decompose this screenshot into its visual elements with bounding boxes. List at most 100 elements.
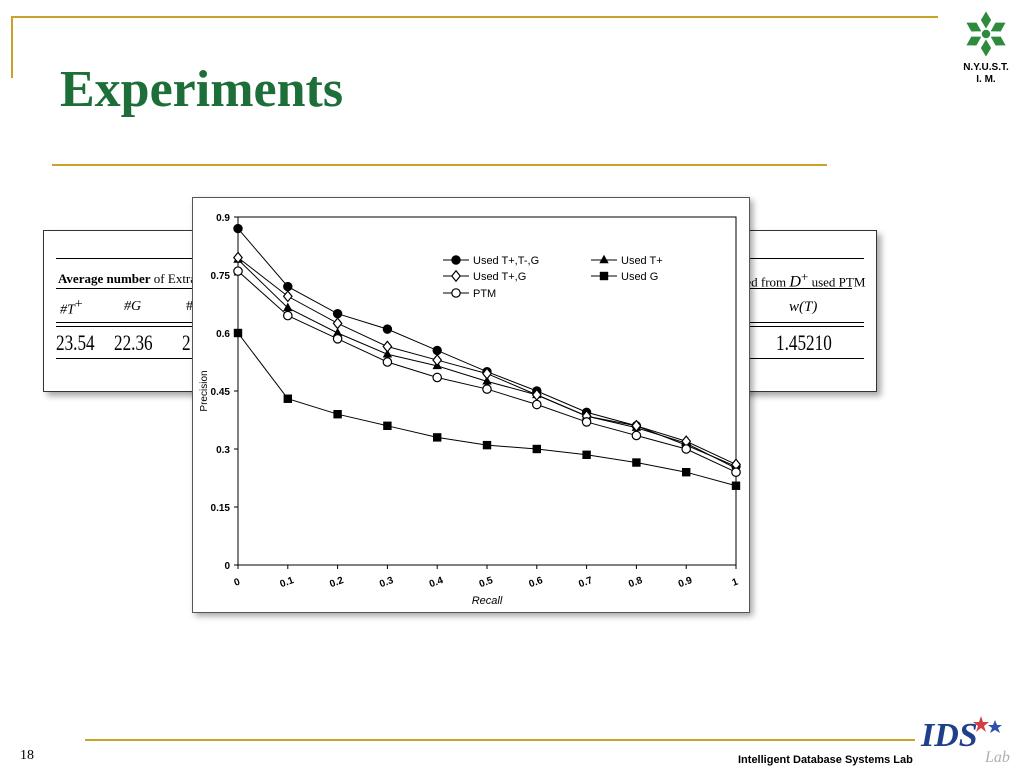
x-tick-label: 0.9 — [677, 575, 694, 590]
series-line — [237, 332, 737, 487]
series-used-t-g — [233, 251, 741, 471]
x-tick-label: 1 — [731, 576, 740, 588]
ids-logo-letters: IDS — [920, 717, 978, 754]
table-col-partial: # — [186, 299, 193, 314]
footer-gold-rule — [85, 739, 915, 741]
data-point — [582, 450, 591, 459]
data-point — [432, 372, 442, 383]
data-point — [332, 317, 343, 330]
legend-label: Used T+,G — [473, 271, 526, 283]
x-axis-label: Recall — [472, 595, 503, 607]
data-point — [233, 328, 243, 338]
data-point — [283, 281, 293, 292]
data-point — [382, 349, 393, 358]
y-tick-label: 0.75 — [211, 271, 231, 282]
x-tick-label: 0.3 — [378, 575, 395, 590]
data-point — [581, 417, 592, 427]
table-value-partial: 2 — [182, 330, 191, 355]
series-used-g — [233, 328, 741, 490]
y-tick-label: 0.15 — [211, 503, 231, 514]
table-value-t-plus: 23.54 — [56, 330, 95, 355]
data-point — [382, 340, 393, 353]
series-ptm — [233, 266, 741, 477]
data-point — [532, 444, 541, 454]
legend-marker — [451, 269, 461, 283]
data-point — [631, 430, 642, 441]
data-point — [332, 334, 343, 344]
x-tick-label: 0.2 — [328, 575, 345, 590]
data-point — [681, 444, 691, 454]
legend-label: Used T+ — [621, 255, 663, 267]
y-tick-label: 0.6 — [216, 329, 230, 340]
x-tick-label: 0 — [233, 576, 242, 588]
table-col-t-plus: #T+ — [60, 297, 83, 318]
legend-marker — [599, 271, 609, 281]
ids-lab-logo-icon: IDS Lab — [920, 716, 1010, 766]
nyust-logo-text: N.Y.U.S.T. I. M. — [946, 62, 1024, 86]
left-gold-rule — [11, 16, 13, 78]
data-point — [432, 345, 442, 356]
data-point — [333, 410, 342, 419]
data-point — [482, 376, 492, 385]
legend-marker — [451, 288, 461, 298]
ids-star-icon-2 — [988, 720, 1002, 733]
footer-lab-name: Intelligent Database Systems Lab — [738, 754, 913, 766]
data-point — [332, 327, 343, 337]
data-point — [283, 302, 293, 312]
legend-label: Used T+,T-,G — [473, 255, 539, 267]
top-gold-rule — [12, 16, 938, 18]
data-point — [282, 290, 293, 303]
legend-marker — [451, 255, 461, 265]
table-col-w-t: w(T) — [789, 299, 818, 315]
nyust-logo-line1: N.Y.U.S.T. — [963, 62, 1009, 73]
data-point — [432, 353, 443, 367]
data-point — [482, 367, 492, 380]
data-point — [482, 440, 492, 450]
x-tick-label: 0.1 — [279, 575, 296, 590]
series-used-t- — [233, 254, 741, 472]
data-point — [233, 251, 243, 264]
data-point — [382, 357, 393, 367]
y-axis-label: Precision — [199, 370, 210, 411]
legend-marker — [599, 254, 609, 264]
nyust-logo-line2: I. M. — [976, 74, 996, 85]
table-value-w-t: 1.45210 — [776, 330, 832, 355]
ids-logo-lab-text: Lab — [984, 749, 1010, 766]
chart-svg: 0 0.15 0.3 0.45 0.6 0.75 0.9 0 0.1 0.2 0.3 0.4 0.5 0.… — [199, 213, 741, 607]
data-point — [332, 308, 343, 319]
x-tick-label: 0.6 — [528, 575, 545, 590]
table-col-g: #G — [124, 299, 142, 314]
y-tick-label: 0.9 — [216, 213, 230, 224]
slide-title: Experiments — [60, 61, 344, 118]
x-tick-label: 0.7 — [577, 575, 594, 590]
x-tick-label: 0.8 — [627, 575, 644, 590]
data-point — [383, 421, 392, 430]
y-tick-label: 0.3 — [216, 445, 230, 456]
ids-star-icon — [973, 716, 989, 732]
page-number: 18 — [20, 748, 34, 763]
x-tick-label: 0.5 — [478, 575, 495, 590]
data-point — [731, 481, 741, 490]
data-point — [632, 458, 641, 467]
data-point — [233, 223, 243, 234]
data-point — [531, 399, 542, 410]
data-point — [731, 467, 741, 477]
legend-label: Used G — [621, 271, 658, 283]
data-point — [382, 324, 393, 334]
table-value-g: 22.36 — [114, 330, 153, 355]
legend-label: PTM — [473, 288, 496, 300]
data-point — [433, 433, 442, 442]
x-tick-label: 0.4 — [428, 575, 445, 590]
data-point — [283, 394, 292, 403]
title-underline-rule — [52, 164, 827, 166]
table-header-underline-left — [56, 288, 196, 289]
data-point — [233, 266, 243, 276]
chart-legend: Used T+,T-,G Used T+ Used T+,G Used G PTM — [443, 254, 663, 300]
data-point — [682, 468, 691, 477]
y-tick-label: 0 — [224, 561, 230, 572]
precision-recall-chart: 0 0.15 0.3 0.45 0.6 0.75 0.9 0 0.1 0.2 0.3 0.4 0.5 0.… — [192, 197, 750, 613]
data-point — [283, 310, 293, 321]
nyust-logo-icon — [963, 8, 1009, 60]
y-tick-label: 0.45 — [211, 387, 231, 398]
data-point — [482, 384, 492, 394]
